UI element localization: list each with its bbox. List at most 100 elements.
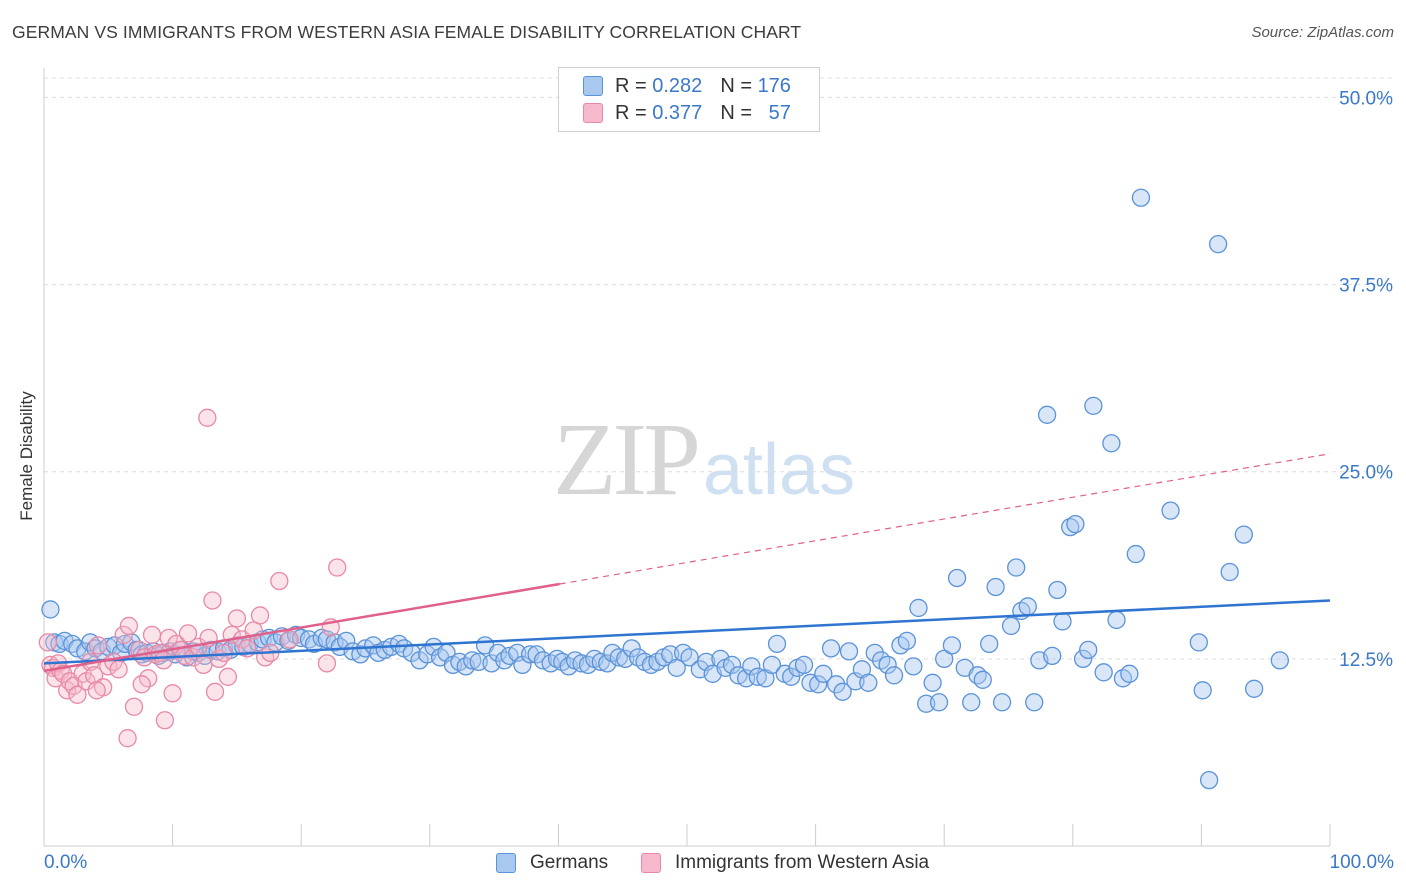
data-point-immigrants — [214, 643, 234, 663]
data-point-immigrants — [203, 591, 222, 610]
legend-n-value: 57 — [768, 101, 791, 124]
data-point-germans — [1073, 649, 1093, 669]
data-point-germans — [737, 669, 756, 688]
data-point-germans — [1043, 646, 1062, 666]
data-point-germans — [1120, 664, 1139, 683]
legend-n-label: N = — [720, 74, 752, 97]
data-point-germans — [1066, 514, 1085, 534]
y-tick-label: 12.5% — [1339, 650, 1393, 671]
data-point-germans — [1094, 663, 1113, 682]
legend-swatch-blue — [583, 76, 603, 96]
data-point-germans — [1007, 558, 1026, 577]
trend-lines — [43, 453, 1331, 673]
data-point-germans — [923, 673, 942, 692]
data-point-immigrants — [163, 684, 182, 703]
data-point-germans — [833, 682, 852, 701]
data-point-immigrants — [142, 625, 162, 645]
data-point-immigrants — [87, 681, 106, 700]
data-point-immigrants — [88, 636, 108, 655]
data-point-germans — [1048, 580, 1067, 600]
data-point-immigrants — [280, 630, 299, 649]
grid-lines — [44, 77, 1392, 660]
data-point-germans — [41, 600, 60, 619]
watermark-atlas: atlas — [703, 430, 856, 510]
data-point-germans — [962, 693, 981, 712]
data-point-germans — [782, 667, 801, 686]
germans-points — [41, 188, 1289, 790]
data-point-immigrants — [198, 408, 217, 427]
legend-label-immigrants: Immigrants from Western Asia — [675, 852, 930, 873]
legend-item-immigrants: Immigrants from Western Asia — [641, 852, 929, 874]
data-point-immigrants — [328, 558, 347, 577]
data-point-germans — [748, 667, 767, 686]
data-point-immigrants — [205, 682, 225, 701]
data-point-immigrants — [132, 675, 151, 694]
legend-label-germans: Germans — [530, 852, 609, 873]
data-point-germans — [1037, 405, 1057, 424]
data-point-germans — [609, 648, 628, 667]
data-point-germans — [1001, 616, 1021, 636]
data-point-immigrants — [194, 655, 213, 674]
data-point-germans — [986, 577, 1005, 597]
data-point-immigrants — [124, 697, 144, 716]
data-point-germans — [598, 654, 617, 673]
data-point-germans — [1025, 693, 1044, 712]
data-point-germans — [827, 675, 846, 694]
data-point-germans — [839, 642, 859, 661]
data-point-immigrants — [68, 685, 87, 704]
data-point-germans — [884, 666, 904, 685]
data-point-germans — [50, 634, 69, 654]
legend-n-label: N = — [720, 101, 752, 124]
data-point-germans — [973, 670, 992, 689]
data-point-germans — [980, 634, 999, 654]
legend-row-immigrants: R = 0.377 N = 57 — [583, 101, 791, 125]
data-point-germans — [1193, 681, 1212, 700]
data-point-germans — [1220, 562, 1239, 582]
legend-swatch-germans — [496, 853, 516, 873]
data-point-germans — [942, 636, 962, 655]
series-legend: Germans Immigrants from Western Asia — [0, 852, 1406, 878]
data-point-germans — [1234, 525, 1253, 544]
chart-title: GERMAN VS IMMIGRANTS FROM WESTERN ASIA F… — [12, 22, 802, 42]
data-point-germans — [1061, 517, 1080, 537]
data-point-germans — [722, 655, 742, 674]
y-tick-label: 25.0% — [1339, 463, 1393, 484]
data-point-immigrants — [154, 651, 173, 670]
data-point-germans — [859, 673, 878, 692]
data-point-germans — [767, 634, 787, 654]
data-point-germans — [1079, 640, 1098, 660]
data-point-germans — [947, 568, 967, 588]
axes — [43, 68, 1331, 847]
data-point-germans — [794, 655, 814, 674]
data-point-germans — [929, 693, 949, 712]
x-tick-label-min: 0.0% — [44, 852, 88, 873]
data-point-immigrants — [178, 624, 198, 643]
legend-r-value: 0.377 — [652, 101, 703, 124]
source-label: Source: ZipAtlas.com — [1251, 24, 1394, 41]
data-point-germans — [1199, 770, 1219, 790]
legend-n-value: 176 — [757, 74, 791, 97]
y-tick-label: 50.0% — [1339, 88, 1393, 109]
trend-line-immigrants — [43, 582, 560, 673]
data-point-immigrants — [317, 654, 337, 673]
data-point-immigrants — [118, 729, 137, 748]
data-point-germans — [488, 643, 508, 663]
data-point-immigrants — [227, 609, 247, 628]
data-point-germans — [801, 673, 820, 692]
data-point-germans — [1107, 610, 1126, 630]
data-point-immigrants — [270, 571, 289, 591]
data-point-germans — [1126, 544, 1145, 564]
legend-row-germans: R = 0.282 N = 176 — [583, 74, 791, 98]
data-point-germans — [865, 643, 884, 663]
watermark: ZIPatlas — [553, 400, 855, 519]
y-tick-label: 37.5% — [1339, 276, 1393, 297]
data-point-germans — [814, 664, 833, 683]
data-point-immigrants — [218, 667, 238, 686]
data-point-immigrants — [250, 606, 270, 625]
data-point-germans — [1270, 651, 1289, 670]
trend-line-immigrants-extended — [559, 453, 1331, 585]
data-point-germans — [1208, 234, 1228, 254]
data-point-germans — [821, 639, 841, 658]
correlation-legend: R = 0.282 N = 176 R = 0.377 N = 57 — [558, 67, 820, 132]
